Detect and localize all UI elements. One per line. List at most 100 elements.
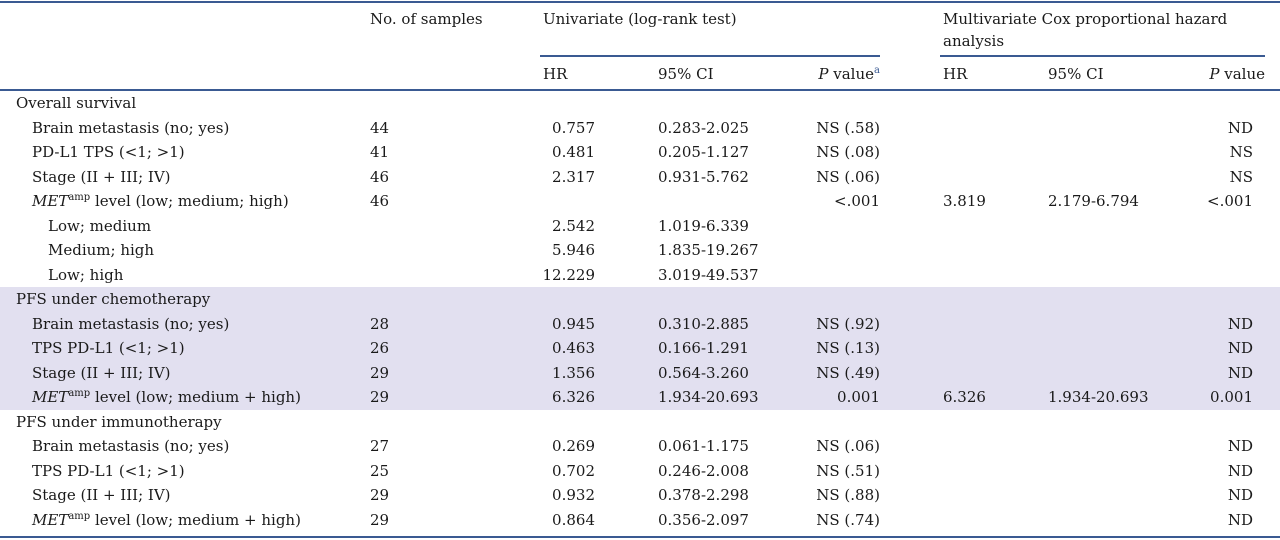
table-row: Stage (II + III; IV) 29 1.356 0.564-3.260 NS… <box>0 360 1280 385</box>
p-footnote-marker: a <box>874 65 880 76</box>
multivariate-ci-cell: 1.934-20.693 <box>1048 388 1149 406</box>
hr-cell: 2.542 <box>552 216 595 235</box>
multivariate-p-value-cell: NS <box>1229 167 1253 186</box>
ci-cell: 0.246-2.008 <box>658 461 749 480</box>
table-row: TPS PD-L1 (<1; >1) 25 0.702 0.246-2.008 NS (… <box>0 459 1280 484</box>
multivariate-p-value-cell: <.001 <box>1207 192 1253 210</box>
section-title: Overall survival <box>16 94 137 112</box>
table-row: Low; high 12.229 3.019-49.537 <box>0 263 1280 288</box>
hr-cell: 0.757 <box>552 118 595 137</box>
header-bottom-rule <box>0 89 1280 91</box>
ci-cell: 0.166-1.291 <box>658 339 749 357</box>
multivariate-p-value-cell: ND <box>1227 486 1253 504</box>
section-header-row: PFS under immunotherapy <box>0 410 1280 435</box>
p-rest: value <box>828 65 875 83</box>
section-header-row: Overall survival <box>0 91 1280 116</box>
multivariate-p-value-cell: ND <box>1227 363 1253 382</box>
row-label: TPS PD-L1 (<1; >1) <box>32 461 185 480</box>
gene-superscript: amp <box>68 388 91 399</box>
table-row: METamp level (low; medium + high) 29 0.864… <box>0 508 1280 533</box>
row-label: TPS PD-L1 (<1; >1) <box>32 339 185 357</box>
p-value-cell: NS (.13) <box>816 339 880 357</box>
hr-cell: 0.864 <box>552 510 595 529</box>
multivariate-hr-cell: 6.326 <box>943 388 986 406</box>
header-p-value: P valuea <box>700 63 880 85</box>
row-label: PD-L1 TPS (<1; >1) <box>32 143 185 161</box>
samples-cell: 29 <box>370 486 390 504</box>
ci-cell: 0.564-3.260 <box>658 363 749 382</box>
p-value-cell: 0.001 <box>837 388 880 406</box>
ci-cell: 0.061-1.175 <box>658 437 749 455</box>
row-label: Medium; high <box>48 241 155 259</box>
hr-cell: 0.932 <box>552 486 595 504</box>
hr-cell: 1.356 <box>552 363 595 382</box>
row-label: METamp level (low; medium + high) <box>32 385 301 410</box>
p-value-cell: NS (.74) <box>816 510 880 529</box>
row-label: Brain metastasis (no; yes) <box>32 437 230 455</box>
gene-name: MET <box>32 510 69 529</box>
samples-cell: 41 <box>370 143 390 161</box>
row-label: Low; high <box>48 265 124 284</box>
samples-cell: 26 <box>370 339 390 357</box>
gene-superscript: amp <box>68 192 91 203</box>
ci-cell: 0.283-2.025 <box>658 118 749 137</box>
samples-cell: 46 <box>370 167 390 186</box>
p-italic: P <box>818 65 829 83</box>
table-row: TPS PD-L1 (<1; >1) 26 0.463 0.166-1.291 NS (… <box>0 336 1280 361</box>
multivariate-ci-cell: 2.179-6.794 <box>1048 192 1139 210</box>
hr-cell: 0.945 <box>552 314 595 333</box>
hr-cell: 0.702 <box>552 461 595 480</box>
header-hr: HR <box>543 65 568 83</box>
samples-cell: 28 <box>370 314 390 333</box>
hr-cell: 5.946 <box>552 241 595 259</box>
section-title: PFS under chemotherapy <box>16 290 211 308</box>
header-multivariate: Multivariate Cox proportional hazard ana… <box>943 10 1228 50</box>
header-multi-hr: HR <box>943 65 968 83</box>
samples-cell: 29 <box>370 388 390 406</box>
hr-cell: 0.269 <box>552 437 595 455</box>
p-value-cell: NS (.88) <box>816 486 880 504</box>
gene-superscript: amp <box>68 510 91 522</box>
p-value-cell: NS (.51) <box>816 461 880 480</box>
row-label: METamp level (low; medium; high) <box>32 189 289 214</box>
top-rule <box>0 1 1280 3</box>
row-label: Low; medium <box>48 216 152 235</box>
multivariate-p-value-cell: ND <box>1227 437 1253 455</box>
header-multi-ci: 95% CI <box>1048 65 1104 83</box>
p-rest: value <box>1219 65 1265 83</box>
row-label: Stage (II + III; IV) <box>32 363 171 382</box>
p-value-cell: NS (.08) <box>816 143 880 161</box>
header-multi-p-value: P value <box>1100 63 1265 85</box>
gene-name: MET <box>32 388 69 406</box>
table-row: Stage (II + III; IV) 29 0.932 0.378-2.298 NS… <box>0 483 1280 508</box>
ci-cell: 1.835-19.267 <box>658 241 759 259</box>
bottom-rule <box>0 536 1280 538</box>
hr-cell: 2.317 <box>552 167 595 186</box>
table-row: METamp level (low; medium + high) 29 6.326… <box>0 385 1280 410</box>
table-row: Brain metastasis (no; yes) 44 0.757 0.283-2… <box>0 116 1280 141</box>
hr-cell: 0.481 <box>552 143 595 161</box>
ci-cell: 0.378-2.298 <box>658 486 749 504</box>
multivariate-p-value-cell: ND <box>1227 510 1253 529</box>
ci-cell: 1.934-20.693 <box>658 388 759 406</box>
ci-cell: 0.931-5.762 <box>658 167 749 186</box>
samples-cell: 29 <box>370 363 390 382</box>
row-label: Brain metastasis (no; yes) <box>32 314 230 333</box>
row-label: Stage (II + III; IV) <box>32 167 171 186</box>
ci-cell: 1.019-6.339 <box>658 216 749 235</box>
p-value-cell: NS (.92) <box>816 314 880 333</box>
samples-cell: 44 <box>370 118 390 137</box>
ci-cell: 0.205-1.127 <box>658 143 749 161</box>
table-row: Brain metastasis (no; yes) 27 0.269 0.061-1… <box>0 434 1280 459</box>
ci-cell: 0.356-2.097 <box>658 510 749 529</box>
p-value-cell: NS (.06) <box>816 167 880 186</box>
row-label-text: level (low; medium + high) <box>90 388 301 406</box>
multivariate-p-value-cell: ND <box>1227 314 1253 333</box>
hr-cell: 6.326 <box>552 388 595 406</box>
multivariate-hr-cell: 3.819 <box>943 192 986 210</box>
p-italic: P <box>1209 65 1220 83</box>
gene-name: MET <box>32 192 69 210</box>
row-label-text: level (low; medium; high) <box>90 192 289 210</box>
header-ci: 95% CI <box>658 65 714 83</box>
table-row: Medium; high 5.946 1.835-19.267 <box>0 238 1280 263</box>
